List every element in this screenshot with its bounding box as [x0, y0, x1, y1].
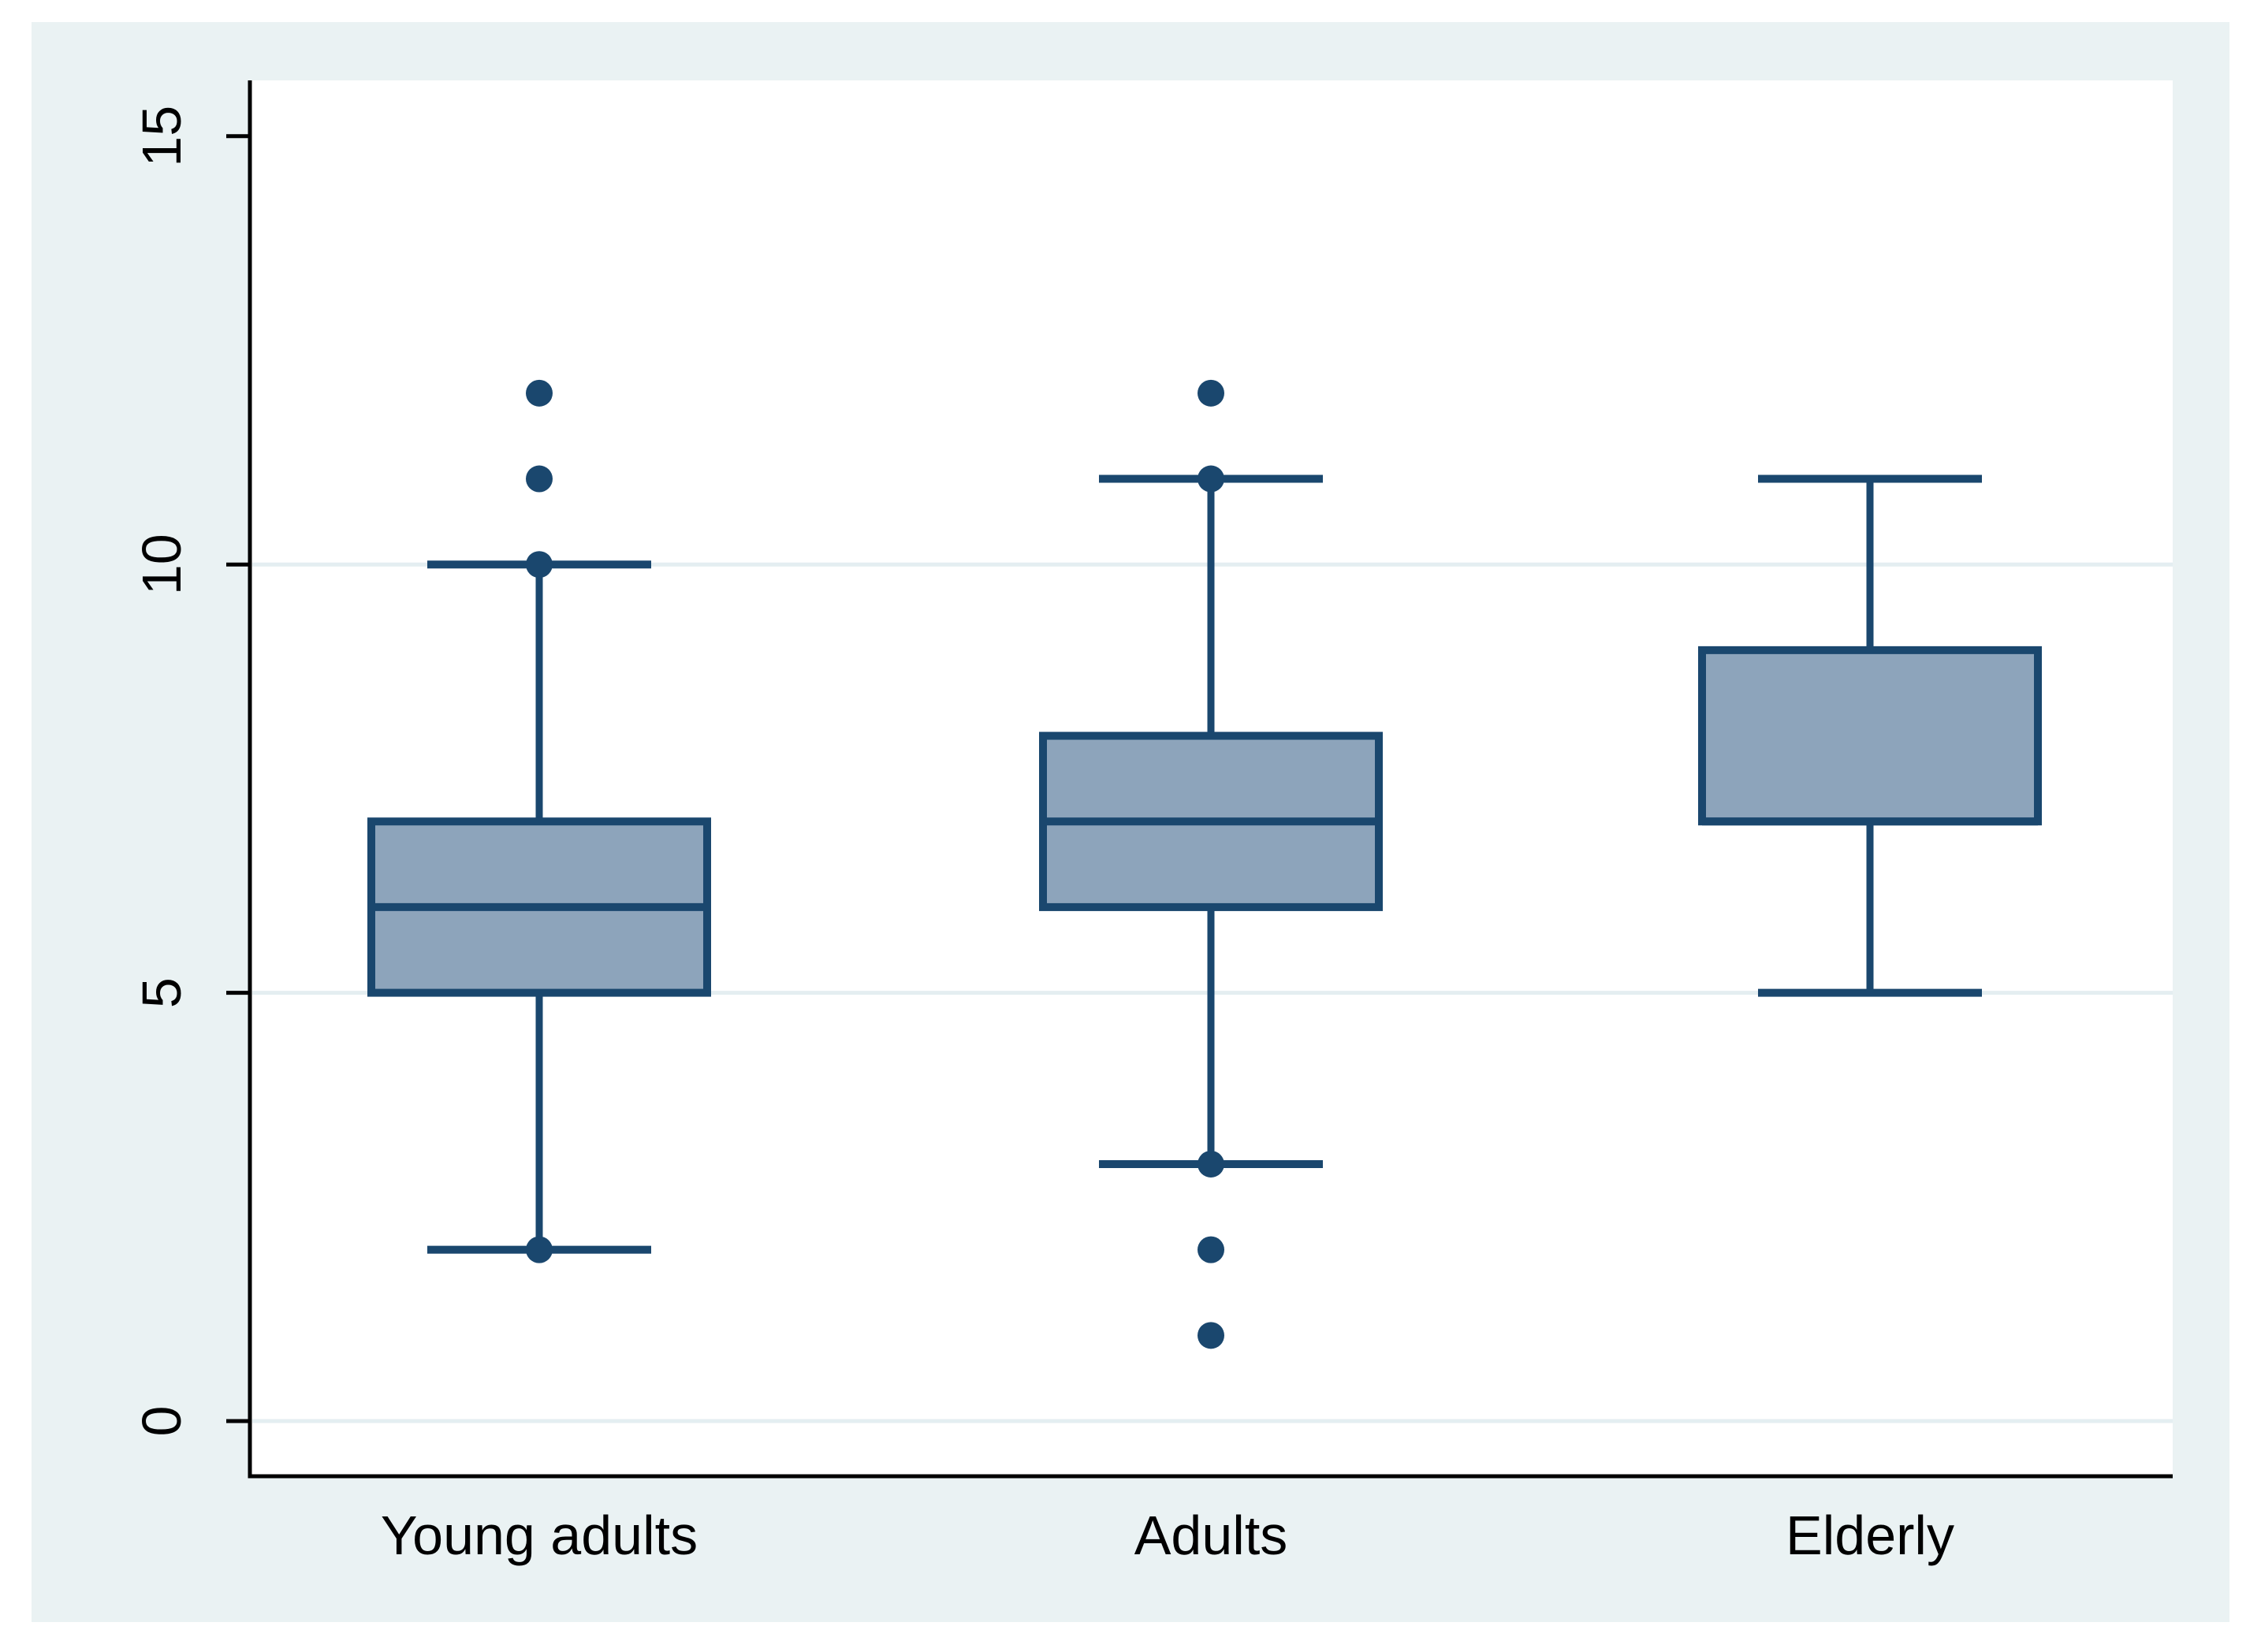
y-tick-label-5: 5 — [131, 977, 192, 1008]
category-label-adults: Adults — [1134, 1505, 1288, 1566]
outlier-dot-adults-12 — [1198, 379, 1224, 407]
box-elderly — [1698, 646, 2042, 826]
y-tick-label-0: 0 — [131, 1406, 192, 1437]
outlier-dot-adults-2 — [1198, 1236, 1224, 1263]
cap-dot-lower-adults — [1198, 1150, 1224, 1178]
category-label-young-adults: Young adults — [381, 1505, 698, 1566]
outlier-dot-adults-1 — [1198, 1322, 1224, 1349]
outlier-dot-young-adults-11 — [526, 465, 553, 493]
y-tick-label-15: 15 — [131, 106, 192, 167]
cap-dot-lower-young-adults — [526, 1236, 553, 1263]
outlier-dot-young-adults-12 — [526, 379, 553, 407]
category-label-elderly: Elderly — [1786, 1505, 1954, 1566]
y-tick-label-10: 10 — [131, 534, 192, 595]
cap-dot-upper-adults — [1198, 465, 1224, 493]
cap-dot-upper-young-adults — [526, 551, 553, 579]
